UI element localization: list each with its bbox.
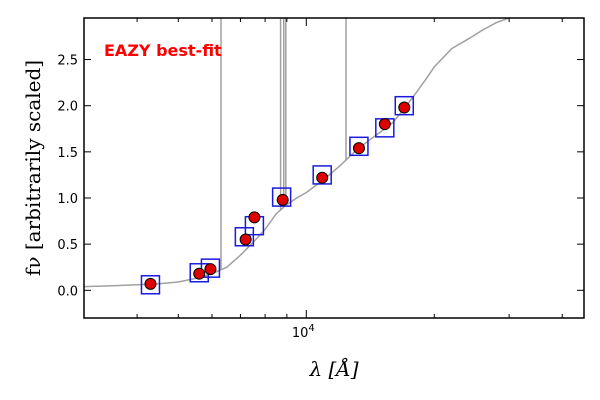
model-square-marker [271,187,292,207]
observed-point [204,263,217,276]
y-tick-label: 0.0 [57,284,78,299]
annotation-label: EAZY best-fit [104,41,222,60]
x-tick-exponent: 4 [308,323,314,334]
y-axis-label: fν [arbitrarily scaled] [21,60,45,276]
tick-layer: 0.0 0.5 1.0 1.5 2.0 2.5 104 [57,18,584,341]
y-tick-label: 0.5 [57,238,78,253]
observed-point [276,193,289,206]
observed-point [378,118,391,131]
y-tick-label: 1.0 [57,192,78,207]
observed-point [239,233,252,246]
x-axis-label: λ [Å] [308,356,358,381]
model-square-marker [234,227,255,247]
observed-point [248,211,261,224]
observed-point [144,277,157,290]
model-square-marker [394,95,415,116]
x-tick-label: 104 [292,323,315,341]
model-square-marker [349,136,369,157]
model-square-marker [312,165,332,185]
marker-layer [140,95,415,295]
y-tick-label: 1.5 [57,146,78,161]
template-spectrum-line [83,17,510,288]
observed-point [193,267,206,280]
y-tick-label: 2.0 [57,100,78,115]
observed-point [316,171,329,184]
observed-point [352,142,365,155]
model-square-marker [140,275,161,295]
y-tick-label: 2.5 [57,54,78,69]
plot-frame [83,17,585,319]
template-layer [83,17,510,288]
observed-point [398,101,411,114]
